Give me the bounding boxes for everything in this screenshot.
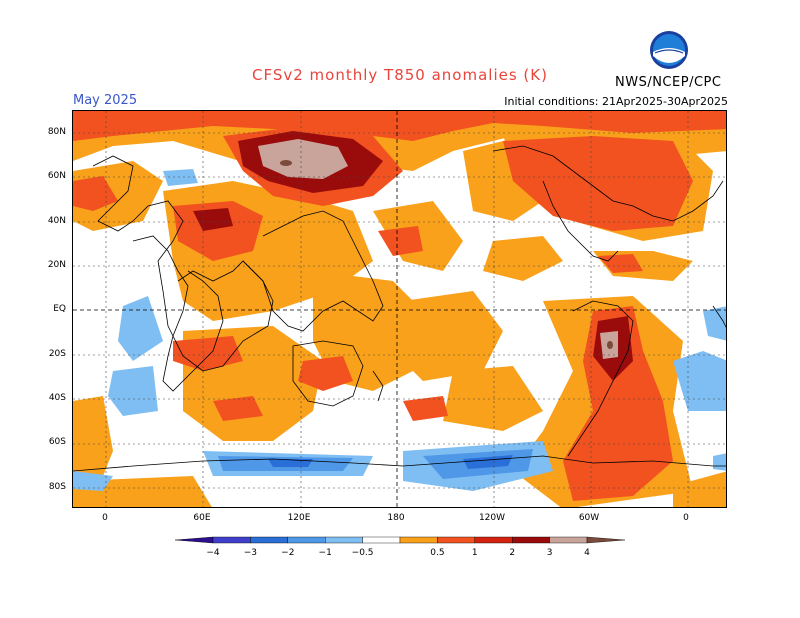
lon-label-180: 180 <box>387 513 405 523</box>
lat-label-20n: 20N <box>47 260 66 270</box>
anomaly-band-4-plus <box>280 160 613 349</box>
colorbar-swatch <box>212 536 251 544</box>
colorbar-label: −4 <box>206 548 220 558</box>
lat-label-60s: 60S <box>48 437 66 447</box>
lat-label-80n: 80N <box>47 127 66 137</box>
colorbar-label: −0.5 <box>351 548 374 558</box>
lat-label-20s: 20S <box>48 349 66 359</box>
lat-label-eq: EQ <box>53 304 66 314</box>
colorbar-swatch <box>399 536 438 544</box>
colorbar-swatch <box>586 536 625 544</box>
colorbar-swatch <box>287 536 326 544</box>
anomaly-map <box>72 110 727 508</box>
lon-label-0: 0 <box>102 513 108 523</box>
colorbar-label: 0.5 <box>430 548 445 558</box>
lon-label-120w: 120W <box>478 513 506 523</box>
forecast-month: May 2025 <box>73 93 138 108</box>
lon-label-0-east: 0 <box>683 513 689 523</box>
lon-label-60e: 60E <box>193 513 211 523</box>
lat-label-80s: 80S <box>48 482 66 492</box>
noaa-logo <box>649 30 689 70</box>
colorbar-swatch <box>250 536 289 544</box>
lat-label-60n: 60N <box>47 171 66 181</box>
graticule <box>73 111 726 507</box>
colorbar-swatch <box>512 536 550 544</box>
initial-conditions: Initial conditions: 21Apr2025-30Apr2025 <box>504 95 728 108</box>
colorbar-swatch <box>437 536 475 544</box>
colorbar <box>175 536 625 544</box>
coastlines <box>73 145 726 472</box>
colorbar-swatch <box>549 536 588 544</box>
lon-label-120e: 120E <box>287 513 311 523</box>
colorbar-swatch <box>324 536 363 544</box>
agency-label: NWS/NCEP/CPC <box>615 75 722 90</box>
colorbar-swatch <box>474 536 513 544</box>
colorbar-label: −3 <box>243 548 258 558</box>
lat-label-40n: 40N <box>47 216 66 226</box>
colorbar-label: −2 <box>281 548 295 558</box>
colorbar-swatch <box>175 536 214 544</box>
colorbar-label: 3 <box>546 548 553 558</box>
map-title: CFSv2 monthly T850 anomalies (K) <box>252 66 548 84</box>
colorbar-label: 2 <box>509 548 516 558</box>
lat-label-40s: 40S <box>48 393 66 403</box>
lon-label-60w: 60W <box>578 513 600 523</box>
colorbar-label: 1 <box>471 548 478 558</box>
colorbar-label: −1 <box>318 548 332 558</box>
colorbar-swatch <box>362 536 401 544</box>
colorbar-label: 4 <box>584 548 590 558</box>
anomaly-band-neg-2-3 <box>268 455 513 469</box>
